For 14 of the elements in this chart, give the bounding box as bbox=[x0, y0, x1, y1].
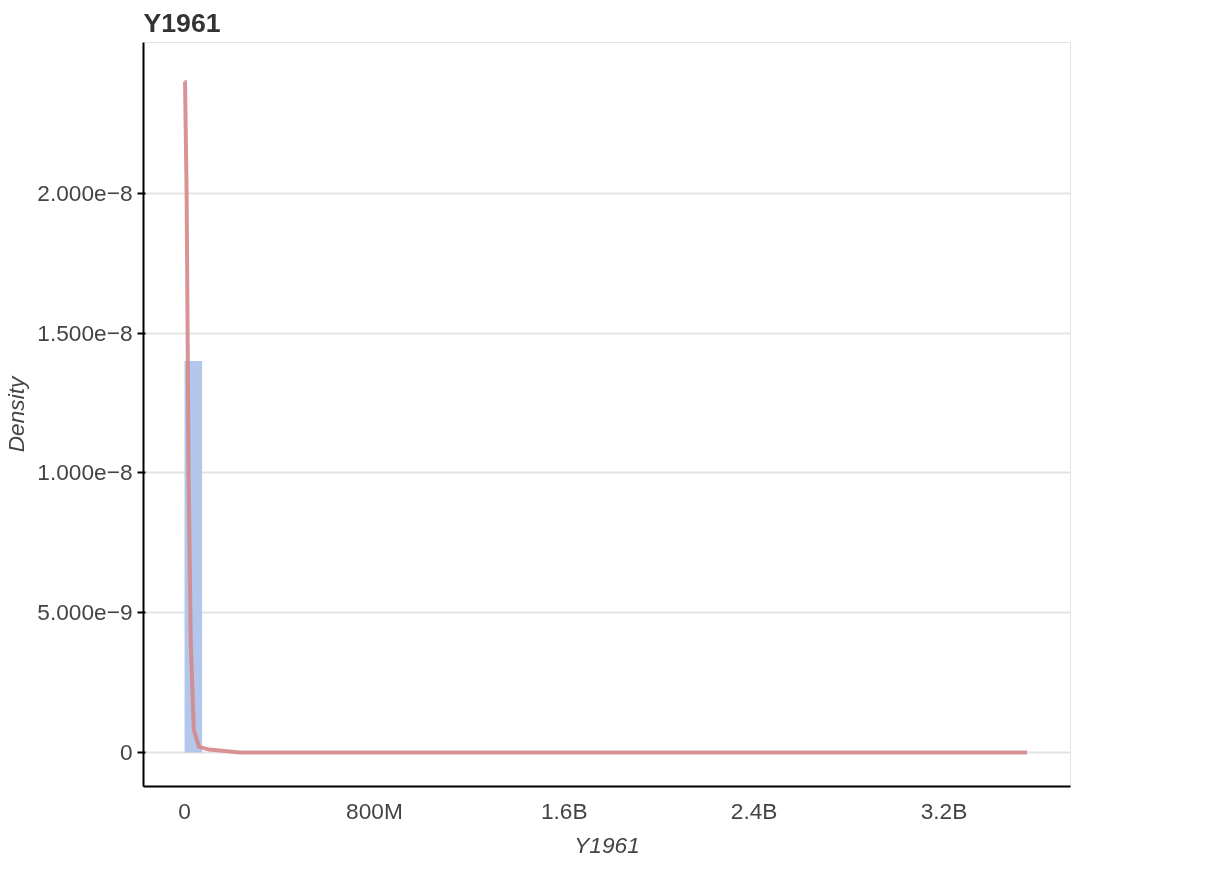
y-tick-label: 0 bbox=[119, 738, 133, 765]
y-axis-title: Density bbox=[3, 375, 30, 453]
x-tick-label: 3.2B bbox=[920, 797, 968, 824]
x-tick-label: 1.6B bbox=[540, 797, 588, 824]
y-tick-label: 1.000e−8 bbox=[37, 459, 133, 486]
y-tick-label: 1.500e−8 bbox=[37, 319, 133, 346]
x-axis-title: Y1961 bbox=[574, 831, 640, 858]
y-tick-label: 5.000e−9 bbox=[37, 599, 133, 626]
x-tick-label: 2.4B bbox=[730, 797, 778, 824]
line-series bbox=[182, 79, 1030, 755]
x-tick-label: 0 bbox=[178, 797, 191, 824]
y-tick-label: 2.000e−8 bbox=[37, 179, 133, 206]
x-tick-label: 800M bbox=[346, 797, 403, 824]
chart-title: Y1961 bbox=[143, 7, 221, 38]
